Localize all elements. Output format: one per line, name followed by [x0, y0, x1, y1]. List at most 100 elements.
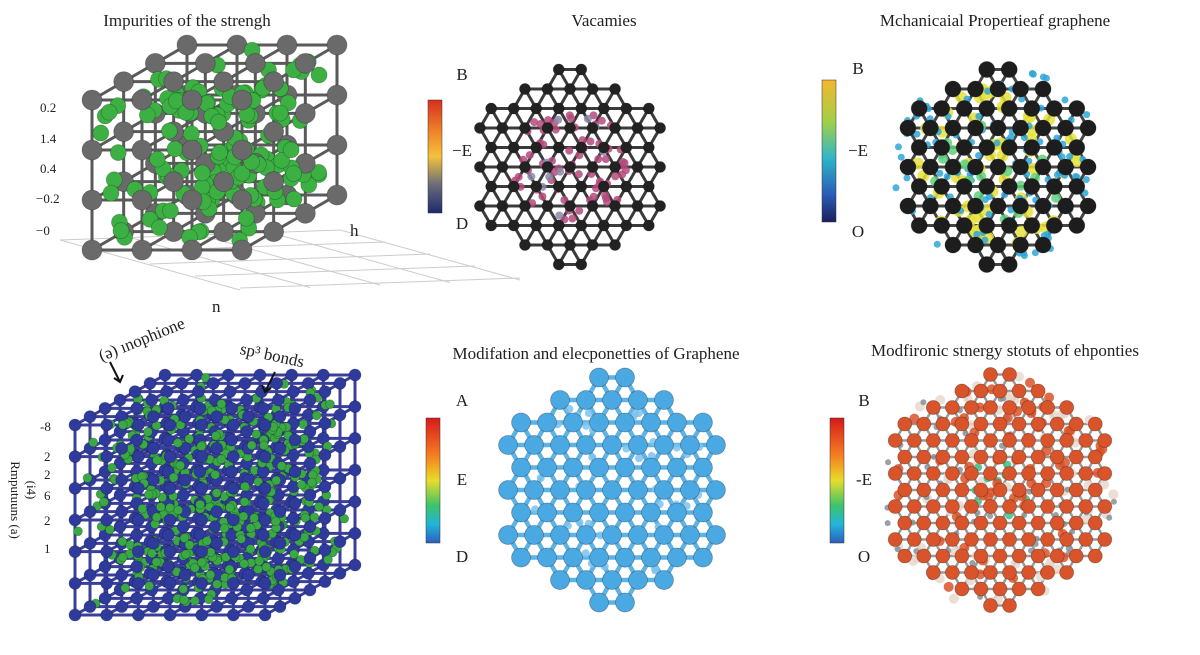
- atom: [263, 171, 285, 193]
- atom: [326, 134, 348, 156]
- atom: [178, 441, 192, 455]
- atom: [98, 560, 112, 574]
- atom: [973, 230, 981, 238]
- axis-label: 6: [44, 488, 51, 503]
- atom: [978, 100, 996, 117]
- illustrations: [59, 34, 1119, 622]
- atom: [146, 600, 160, 614]
- atom: [1044, 392, 1055, 403]
- atom: [989, 119, 1007, 137]
- atom: [1040, 400, 1056, 415]
- atom: [541, 122, 554, 134]
- atom: [1049, 548, 1065, 564]
- atom: [1002, 367, 1017, 382]
- atom: [238, 376, 252, 390]
- atom: [210, 441, 224, 455]
- atom: [1040, 532, 1056, 547]
- atom: [193, 401, 207, 415]
- atom: [303, 551, 317, 565]
- atom: [1087, 449, 1103, 465]
- atom: [294, 52, 316, 74]
- atom: [597, 102, 610, 115]
- atom: [602, 390, 622, 410]
- colorbar: [829, 417, 845, 544]
- atom: [597, 141, 610, 154]
- atom: [1078, 532, 1094, 547]
- atom: [226, 513, 240, 527]
- atom: [1097, 499, 1113, 514]
- atom: [183, 125, 200, 143]
- atom: [628, 480, 648, 500]
- atom: [348, 400, 362, 414]
- atom: [575, 206, 584, 215]
- atom: [210, 469, 221, 480]
- atom: [519, 122, 531, 134]
- atom: [225, 401, 239, 415]
- atom: [525, 151, 534, 160]
- atom: [999, 442, 1006, 449]
- atom: [221, 368, 235, 382]
- atom: [318, 511, 332, 525]
- atom: [1059, 466, 1075, 481]
- atom: [1059, 532, 1075, 547]
- atom: [967, 236, 984, 254]
- atom: [1068, 548, 1084, 564]
- atom: [258, 576, 272, 590]
- atom: [983, 367, 998, 382]
- atom: [145, 393, 159, 407]
- atom: [100, 418, 114, 432]
- atom: [609, 122, 621, 134]
- atom: [541, 200, 554, 212]
- atom: [909, 413, 920, 424]
- atom: [954, 383, 970, 399]
- atom: [642, 141, 655, 154]
- atom: [311, 410, 322, 421]
- atom: [973, 383, 989, 399]
- atom: [552, 102, 565, 115]
- atom: [906, 466, 922, 481]
- atom: [314, 501, 324, 512]
- atom: [225, 591, 239, 605]
- atom: [1097, 466, 1113, 481]
- axis-label: 2: [44, 467, 51, 482]
- atom: [162, 202, 179, 220]
- corner-label: h: [350, 221, 359, 240]
- atom: [985, 210, 993, 218]
- atom: [1041, 478, 1052, 489]
- atom: [178, 410, 192, 424]
- atom: [511, 412, 531, 433]
- atom: [109, 144, 127, 161]
- atom: [1021, 400, 1036, 415]
- atom: [98, 401, 112, 415]
- atom: [496, 161, 509, 173]
- atom: [144, 581, 155, 591]
- atom: [983, 433, 998, 448]
- atom: [524, 480, 544, 500]
- atom: [978, 139, 996, 156]
- panel-title: Modifation and elecponetties of Graphene: [452, 344, 739, 363]
- atom: [348, 463, 362, 477]
- atom: [631, 200, 644, 212]
- atom: [1000, 139, 1018, 156]
- atom: [160, 122, 178, 140]
- atom: [925, 499, 941, 514]
- atom: [100, 481, 114, 495]
- atom: [654, 480, 674, 500]
- atom: [348, 526, 362, 540]
- atom: [303, 456, 317, 470]
- atom: [1030, 581, 1046, 597]
- axis-label: 1.4: [40, 131, 57, 146]
- colorbar: [425, 417, 441, 544]
- atom: [884, 520, 891, 527]
- atom: [973, 581, 989, 597]
- atom: [1030, 449, 1046, 465]
- atom: [271, 551, 285, 565]
- atom: [249, 513, 260, 523]
- atom: [282, 141, 300, 159]
- atom: [163, 608, 177, 622]
- atom: [975, 112, 983, 120]
- atom: [576, 435, 596, 455]
- atom: [1072, 173, 1080, 181]
- atom: [519, 83, 531, 95]
- atom: [175, 376, 189, 390]
